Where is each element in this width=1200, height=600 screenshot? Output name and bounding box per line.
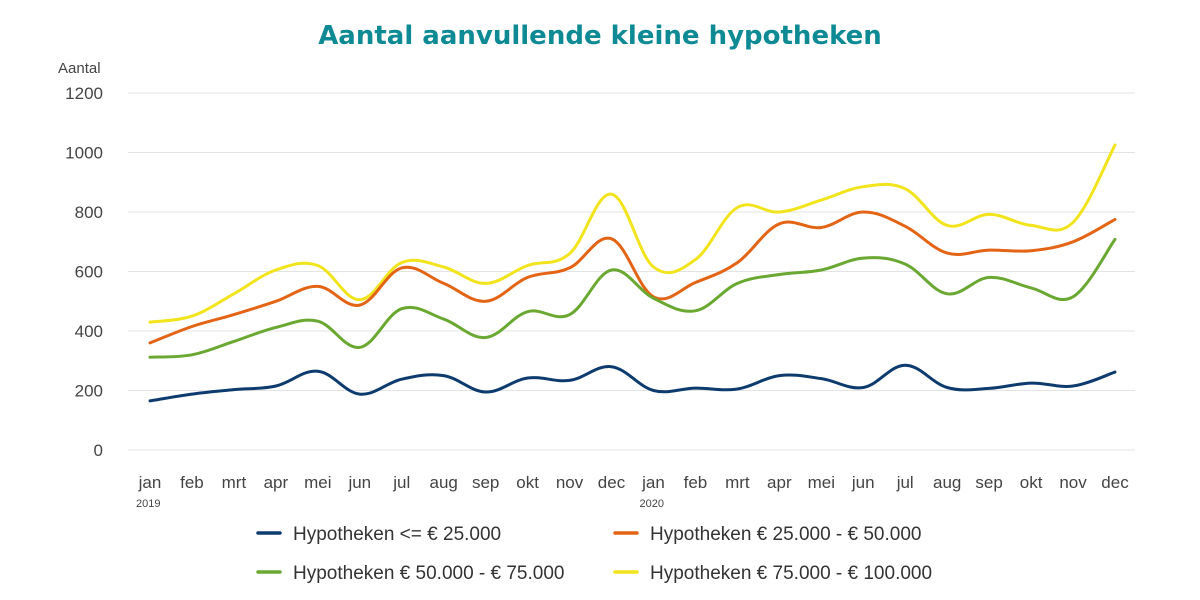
x-tick-label-17: jun — [851, 473, 875, 492]
grid-lines — [128, 92, 1135, 451]
chart-title: Aantal aanvullende kleine hypotheken — [318, 21, 882, 51]
x-tick-label-1: feb — [180, 473, 204, 492]
y-tick-label-1200: 1200 — [65, 84, 103, 103]
x-tick-label-7: aug — [430, 473, 458, 492]
legend: Hypotheken <= € 25.000 Hypotheken € 25.00… — [256, 524, 932, 584]
x-tick-label-4: mei — [304, 473, 331, 492]
x-tick-label-2: mrt — [222, 473, 247, 492]
x-tick-label-16: mei — [808, 473, 835, 492]
x-tick-label-13: feb — [684, 473, 708, 492]
x-tick-label-14: mrt — [725, 473, 750, 492]
y-tick-label-400: 400 — [75, 322, 103, 341]
legend-label-2: Hypotheken € 50.000 - € 75.000 — [293, 563, 564, 584]
x-tick-label-9: okt — [516, 473, 539, 492]
y-tick-label-1000: 1000 — [65, 144, 103, 163]
y-tick-labels: 0 200 400 600 800 1000 1200 — [65, 84, 103, 460]
y-tick-label-0: 0 — [94, 441, 103, 460]
x-tick-label-20: sep — [975, 473, 1002, 492]
x-tick-label-11: dec — [598, 473, 626, 492]
series-line-0 — [148, 363, 1117, 403]
x-tick-label-10: nov — [556, 473, 584, 492]
x-tick-label-3: apr — [264, 473, 289, 492]
series-line-3 — [148, 143, 1117, 324]
x-tick-label-5: jun — [347, 473, 371, 492]
legend-label-0: Hypotheken <= € 25.000 — [293, 524, 501, 545]
year-label-2020: 2020 — [639, 498, 663, 510]
series-line-2 — [148, 237, 1117, 359]
series-line-1 — [148, 210, 1117, 345]
y-tick-label-600: 600 — [75, 263, 103, 282]
x-tick-label-8: sep — [472, 473, 499, 492]
y-tick-label-200: 200 — [75, 382, 103, 401]
y-tick-label-800: 800 — [75, 203, 103, 222]
legend-label-3: Hypotheken € 75.000 - € 100.000 — [650, 563, 932, 584]
x-tick-label-22: nov — [1059, 473, 1087, 492]
x-tick-label-19: aug — [933, 473, 961, 492]
legend-label-1: Hypotheken € 25.000 - € 50.000 — [650, 524, 921, 545]
x-tick-label-15: apr — [767, 473, 792, 492]
x-tick-label-21: okt — [1020, 473, 1043, 492]
x-tick-label-6: jul — [392, 473, 410, 492]
x-tick-label-18: jul — [896, 473, 914, 492]
x-tick-label-12: jan — [641, 473, 665, 492]
y-axis-label: Aantal — [58, 60, 101, 77]
x-tick-labels: jan feb mrt apr mei jun jul aug sep okt nov dec jan f… — [136, 473, 1129, 510]
series-lines — [148, 143, 1117, 403]
x-tick-label-0: jan — [138, 473, 162, 492]
x-tick-label-23: dec — [1101, 473, 1129, 492]
year-label-2019: 2019 — [136, 498, 160, 510]
